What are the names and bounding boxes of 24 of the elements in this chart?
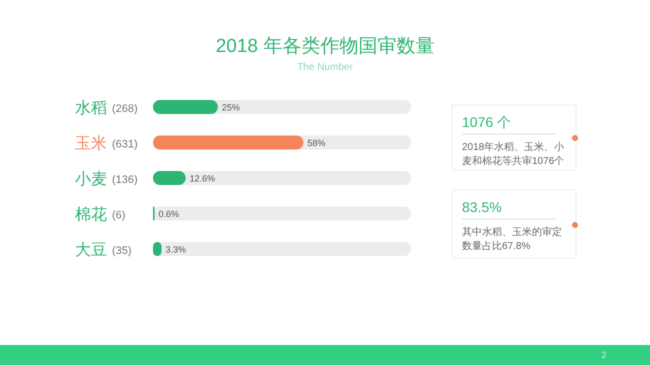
data-label: 58% bbox=[307, 138, 326, 148]
data-label: 25% bbox=[222, 102, 240, 112]
text: 83.5% bbox=[462, 199, 502, 215]
text: (6) bbox=[112, 210, 126, 222]
bar bbox=[153, 171, 186, 185]
chart-title: 2018 年各类作物国审数量 bbox=[216, 35, 434, 57]
text: (35) bbox=[112, 245, 132, 257]
data-label: 0.6% bbox=[158, 209, 180, 219]
y-tick-label: 水稻 bbox=[75, 99, 107, 117]
text: 1076 个 bbox=[462, 114, 512, 130]
data-label: 3.3% bbox=[166, 244, 186, 254]
y-tick-label: 玉米 bbox=[75, 134, 107, 152]
y-tick-label: 小麦 bbox=[75, 170, 107, 188]
bar bbox=[153, 100, 218, 114]
text: (631) bbox=[112, 138, 138, 150]
text: (136) bbox=[112, 174, 138, 186]
text: (268) bbox=[112, 103, 138, 115]
y-tick-label: 大豆 bbox=[75, 241, 107, 259]
data-label: 12.6% bbox=[190, 174, 216, 184]
y-tick-label: 棉花 bbox=[75, 206, 107, 224]
text: 2 bbox=[601, 350, 607, 360]
text: 2018年水稻、玉米、小麦和棉花等共审1076个 bbox=[462, 141, 564, 167]
text: 其中水稻、玉米的审定数量占比67.8% bbox=[462, 226, 562, 252]
text: The Number bbox=[297, 62, 354, 73]
